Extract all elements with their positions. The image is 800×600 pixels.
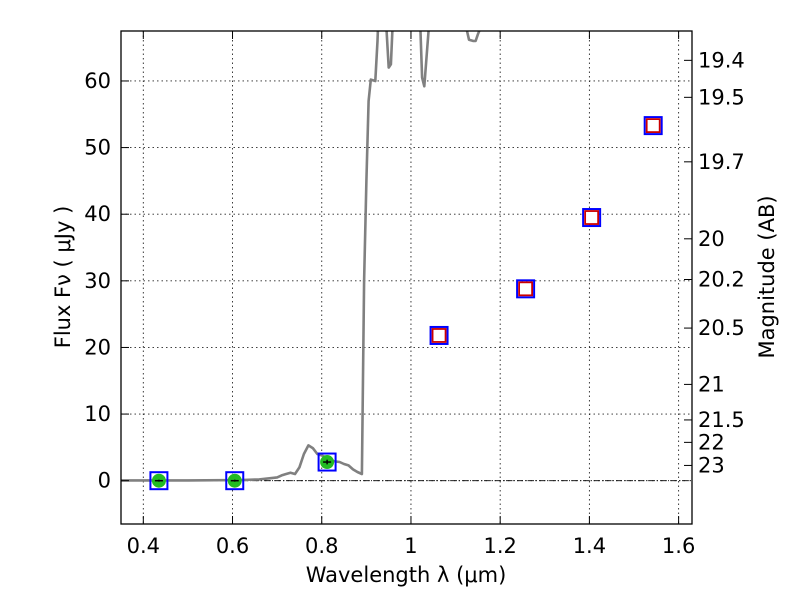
y-tick-label: 10 bbox=[84, 402, 111, 426]
y-tick-label: 0 bbox=[98, 469, 111, 493]
x-tick-label: 0.6 bbox=[216, 534, 249, 558]
x-tick-label: 0.4 bbox=[127, 534, 160, 558]
magnitude-tick-label: 19.5 bbox=[698, 85, 745, 109]
plot-frame bbox=[120, 30, 693, 525]
model-flux-box bbox=[317, 452, 337, 472]
magnitude-tick-label: 22 bbox=[698, 430, 725, 454]
y-tick-label: 50 bbox=[84, 136, 111, 160]
magnitude-tick-label: 19.4 bbox=[698, 48, 745, 72]
predicted-flux-marker bbox=[645, 118, 661, 134]
magnitude-tick-label: 20.2 bbox=[698, 268, 745, 292]
y-axis-label: Flux Fν ( μJy ) bbox=[51, 206, 75, 349]
y-tick-label: 40 bbox=[84, 202, 111, 226]
magnitude-axis-label: Magnitude (AB) bbox=[755, 195, 779, 358]
predicted-flux-marker bbox=[584, 210, 600, 225]
x-tick-label: 0.8 bbox=[305, 534, 338, 558]
model-flux-box bbox=[225, 471, 245, 491]
x-axis-label: Wavelength λ (μm) bbox=[306, 563, 507, 587]
predicted-flux-marker bbox=[431, 328, 447, 343]
predicted-flux-marker bbox=[518, 281, 534, 297]
magnitude-tick-label: 21.5 bbox=[698, 408, 745, 432]
magnitude-tick-label: 23 bbox=[698, 453, 725, 477]
x-tick-label: 1.4 bbox=[573, 534, 606, 558]
model-flux-box bbox=[516, 279, 536, 299]
magnitude-tick-label: 19.7 bbox=[698, 150, 745, 174]
y-tick-label: 30 bbox=[84, 269, 111, 293]
y-tick-labels: 0 10 20 30 40 50 60 bbox=[84, 69, 111, 493]
y-tick-label: 60 bbox=[84, 69, 111, 93]
tick-marks bbox=[121, 31, 692, 524]
x-tick-label: 1 bbox=[404, 534, 417, 558]
magnitude-tick-label: 21 bbox=[698, 372, 725, 396]
x-tick-labels: 0.4 0.6 0.8 1 1.2 1.4 1.6 bbox=[127, 534, 696, 558]
model-flux-box bbox=[643, 116, 663, 136]
grid bbox=[121, 31, 692, 524]
spectrum-line bbox=[121, 31, 481, 482]
x-tick-label: 1.2 bbox=[483, 534, 516, 558]
series-layer bbox=[121, 31, 663, 491]
magnitude-tick-label: 20 bbox=[698, 227, 725, 251]
plot-background bbox=[121, 31, 692, 524]
magnitude-tick-label: 20.5 bbox=[698, 316, 745, 340]
y-tick-label: 20 bbox=[84, 335, 111, 359]
model-flux-box bbox=[149, 471, 169, 491]
x-tick-label: 1.6 bbox=[662, 534, 695, 558]
model-flux-box bbox=[582, 208, 602, 228]
model-flux-box bbox=[429, 325, 449, 345]
